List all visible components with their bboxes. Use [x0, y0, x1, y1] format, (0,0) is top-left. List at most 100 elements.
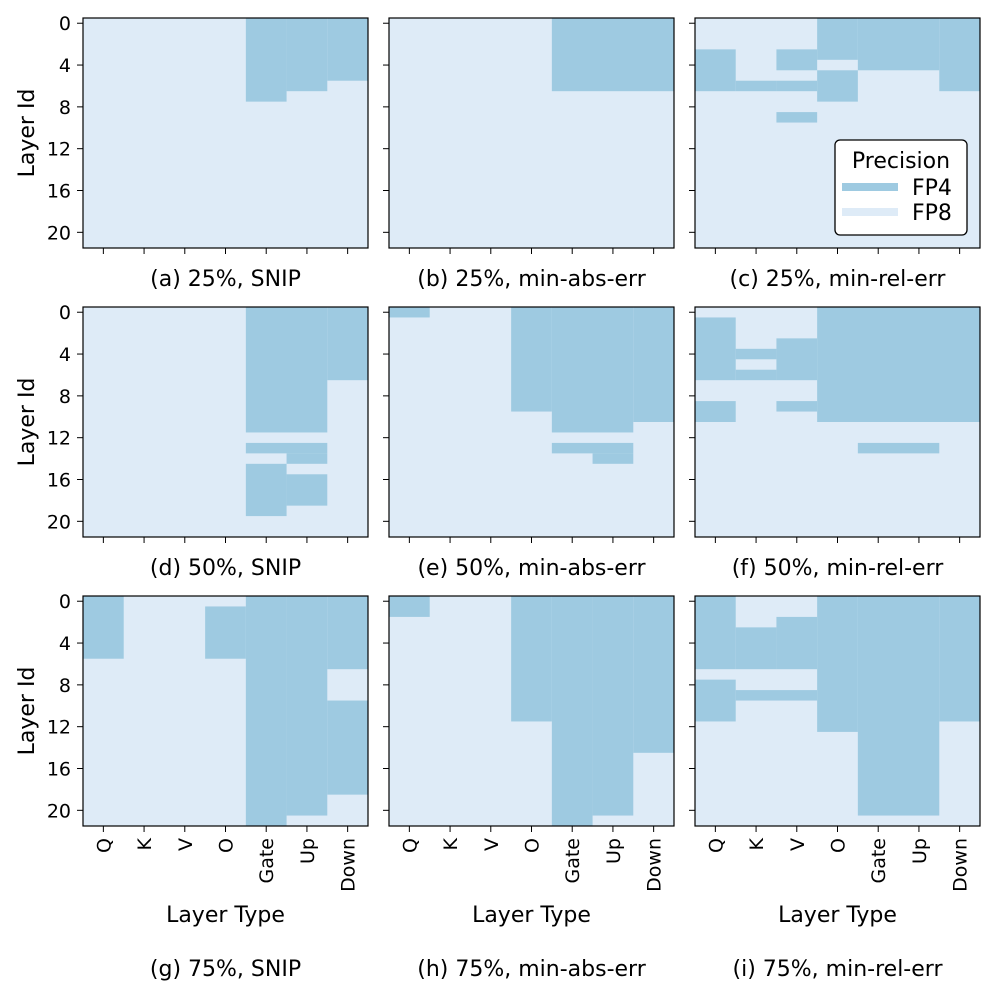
x-tick-label: O — [216, 838, 238, 853]
heatmap-cell-fp4 — [857, 18, 940, 71]
heatmap-cell-fp4 — [735, 348, 777, 360]
x-tick-label: K — [134, 837, 156, 850]
heatmap-cell-fp4 — [817, 596, 858, 732]
legend-title: Precision — [852, 149, 950, 174]
heatmap-cell-fp4 — [776, 338, 818, 381]
heatmap-cell-fp4 — [327, 700, 368, 795]
heatmap-cell-fp4 — [735, 627, 777, 670]
heatmap-cell-fp4 — [776, 49, 818, 71]
panel-caption: (h) 75%, min-abs-err — [417, 957, 646, 982]
heatmap-cell-fp4 — [245, 18, 287, 102]
y-tick-label: 8 — [59, 97, 71, 119]
legend: Precision FP4 FP8 — [834, 139, 968, 236]
x-tick-label: Down — [950, 838, 972, 892]
x-tick-label: V — [481, 838, 503, 851]
legend-label-fp4: FP4 — [912, 176, 952, 201]
y-tick-label: 12 — [47, 428, 71, 450]
heatmap-cell-fp4 — [695, 401, 736, 422]
heatmap-cell-fp4 — [776, 616, 818, 670]
panel-e: (e) 50%, min-abs-err — [383, 306, 675, 581]
y-tick-label: 0 — [59, 591, 71, 613]
x-tick-label: O — [522, 838, 544, 853]
panel-caption: (g) 75%, SNIP — [150, 957, 301, 982]
x-tick-label: Up — [297, 838, 319, 864]
x-tick-label: Up — [909, 838, 931, 864]
heatmap-cell-fp4 — [695, 679, 736, 722]
y-tick-label: 16 — [47, 470, 71, 492]
heatmap-cell-fp4 — [817, 70, 858, 102]
panel-caption: (a) 25%, SNIP — [150, 267, 301, 292]
heatmap-cell-fp4 — [735, 80, 777, 92]
heatmap-cell-fp4 — [286, 596, 328, 816]
y-tick-label: 16 — [47, 759, 71, 781]
y-tick-label: 4 — [59, 344, 71, 366]
x-tick-label: K — [746, 837, 768, 850]
legend-label-fp8: FP8 — [912, 201, 952, 226]
y-axis-title: Layer Id — [15, 378, 40, 467]
x-tick-label: Q — [93, 838, 115, 853]
heatmap-cell-fp4 — [695, 596, 736, 670]
heatmap-cell-fp4 — [327, 307, 368, 381]
panel-d: 0 4 8 12 16 20 Layer Id (d) 50%, SNIP — [15, 302, 369, 581]
x-tick-label: Gate — [256, 838, 278, 884]
panel-caption: (b) 25%, min-abs-err — [417, 267, 646, 292]
x-tick-label: V — [175, 838, 197, 851]
heatmap-cell-fp4 — [511, 596, 552, 722]
y-tick-label: 8 — [59, 386, 71, 408]
heatmap-cell-fp4 — [776, 401, 818, 412]
heatmap-cell-fp4 — [695, 317, 736, 381]
heatmap-cell-fp4 — [551, 307, 634, 433]
heatmap-cell-fp4 — [776, 80, 818, 92]
y-tick-label: 20 — [47, 511, 71, 533]
heatmap-cell-fp4 — [551, 442, 634, 454]
heatmap-cell-fp4 — [551, 596, 593, 826]
heatmap-cell-fp4 — [776, 112, 818, 123]
x-tick-label: Down — [644, 838, 666, 892]
heatmap-cell-fp4 — [592, 596, 634, 816]
heatmap-cell-fp4 — [511, 307, 552, 412]
heatmap-cell-fp4 — [245, 596, 287, 826]
heatmap-cell-fp4 — [695, 49, 736, 92]
heatmap-cell-fp4 — [592, 453, 634, 464]
x-tick-label: V — [787, 838, 809, 851]
heatmap-cell-fp4 — [245, 307, 328, 433]
heatmap-cell-fp4 — [245, 463, 287, 517]
heatmap-cell-fp4 — [286, 474, 328, 506]
x-tick-label: Gate — [562, 838, 584, 884]
panel-caption: (f) 50%, min-rel-err — [732, 556, 945, 581]
y-tick-label: 4 — [59, 633, 71, 655]
panel-caption: (e) 50%, min-abs-err — [417, 556, 646, 581]
x-tick-label: O — [828, 838, 850, 853]
panel-h: Q K V O Gate Up Down Layer Type (h) 75%, min-abs… — [383, 595, 675, 982]
heatmap-cell-fp4 — [817, 18, 858, 60]
y-tick-label: 12 — [47, 139, 71, 161]
heatmap-cell-fp4 — [633, 596, 674, 753]
panel-caption: (i) 75%, min-rel-err — [733, 957, 944, 982]
heatmap-cell-fp4 — [939, 18, 980, 92]
y-tick-label: 8 — [59, 675, 71, 697]
heatmap-cell-fp4 — [633, 307, 674, 422]
heatmap-cell-fp4 — [83, 596, 124, 659]
heatmap-cell-fp4 — [389, 307, 430, 318]
heatmap-cell-fp4 — [286, 18, 328, 92]
y-tick-label: 0 — [59, 302, 71, 324]
heatmap-cell-fp4 — [735, 690, 818, 701]
x-axis-title: Layer Type — [472, 903, 591, 928]
x-tick-label: Q — [705, 838, 727, 853]
panel-b: (b) 25%, min-abs-err — [383, 17, 675, 292]
heatmap-cell-fp4 — [817, 307, 980, 422]
x-tick-label: Gate — [868, 838, 890, 884]
y-tick-label: 16 — [47, 181, 71, 203]
panel-i: Q K V O Gate Up Down Layer Type (i) 75%, min-rel… — [689, 595, 981, 982]
y-tick-label: 12 — [47, 717, 71, 739]
panel-f: (f) 50%, min-rel-err — [689, 306, 981, 581]
x-axis-title: Layer Type — [778, 903, 897, 928]
heatmap-cell-fp4 — [735, 369, 777, 381]
heatmap-cell-fp4 — [286, 453, 328, 464]
heatmap-cell-fp4 — [389, 596, 430, 617]
panel-g: 0 4 8 12 16 20 Q K V O Gate Up Down Layer Id Layer Typ… — [15, 591, 369, 982]
heatmap-cell-fp4 — [857, 442, 940, 454]
panel-caption: (d) 50%, SNIP — [150, 556, 301, 581]
x-tick-label: K — [440, 837, 462, 850]
